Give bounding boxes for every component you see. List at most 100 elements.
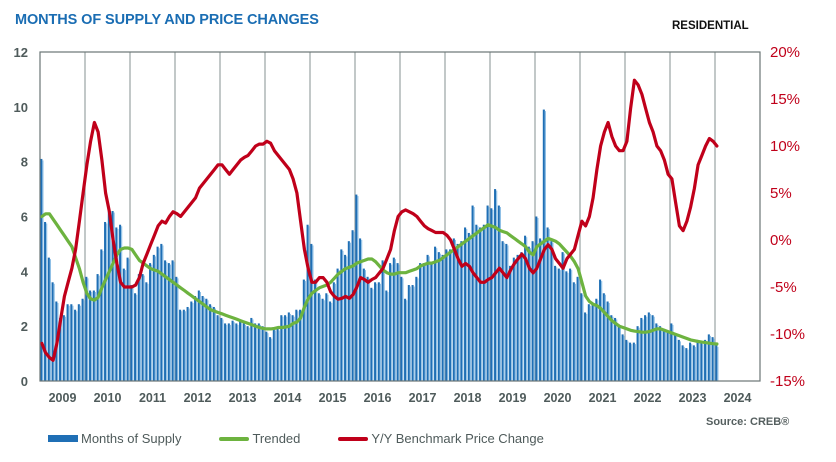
supply-bar xyxy=(149,263,153,381)
supply-bar xyxy=(520,252,524,381)
x-tick-label: 2013 xyxy=(229,391,257,405)
y2-tick-label: 15% xyxy=(770,91,800,108)
supply-bar xyxy=(130,285,134,381)
supply-bar xyxy=(160,243,164,381)
price-change-line xyxy=(40,78,719,362)
x-tick-label: 2022 xyxy=(634,391,662,405)
supply-bar xyxy=(595,298,599,381)
supply-bar xyxy=(74,309,78,381)
legend: Months of Supply Trended Y/Y Benchmark P… xyxy=(48,431,582,446)
supply-bar xyxy=(227,323,231,381)
supply-bar xyxy=(171,260,175,381)
supply-bar xyxy=(141,274,145,381)
plot-frame xyxy=(39,51,761,382)
supply-bar xyxy=(456,243,460,381)
supply-bar xyxy=(359,238,363,381)
supply-bar xyxy=(175,276,179,381)
supply-bar xyxy=(467,232,471,381)
supply-bar xyxy=(265,331,269,381)
supply-bar xyxy=(47,257,51,381)
supply-bar xyxy=(145,282,149,381)
supply-bar xyxy=(550,241,554,381)
supply-bar xyxy=(317,293,321,381)
supply-bar xyxy=(231,320,235,381)
supply-bar xyxy=(392,257,396,381)
supply-bar xyxy=(332,282,336,381)
supply-bar xyxy=(677,339,681,381)
supply-bar xyxy=(610,315,614,381)
supply-bar xyxy=(111,211,115,381)
supply-bar xyxy=(96,274,100,381)
y-tick-label: 12 xyxy=(14,45,28,60)
supply-bar xyxy=(531,241,535,381)
supply-bar xyxy=(527,246,531,381)
supply-bar xyxy=(696,339,700,381)
legend-item-price-change[interactable]: Y/Y Benchmark Price Change xyxy=(338,431,544,446)
supply-bar xyxy=(692,345,696,381)
chart-title: MONTHS OF SUPPLY AND PRICE CHANGES xyxy=(15,12,319,28)
supply-bar xyxy=(321,298,325,381)
y2-tick-label: -5% xyxy=(770,279,797,296)
x-axis-ticks: 2009 2010 2011 2012 2013 2014 2015 2016 2017 2018… xyxy=(49,391,752,405)
supply-bar xyxy=(640,317,644,381)
supply-bar xyxy=(494,189,498,381)
supply-bar xyxy=(325,293,329,381)
supply-bar xyxy=(119,224,123,381)
supply-bar xyxy=(347,241,351,381)
supply-bar xyxy=(411,285,415,381)
y2-tick-label: 0% xyxy=(770,232,792,249)
x-tick-label: 2016 xyxy=(364,391,392,405)
supply-bar xyxy=(104,221,108,381)
supply-bar xyxy=(689,342,693,381)
supply-bar xyxy=(685,348,689,381)
supply-bar xyxy=(250,317,254,381)
supply-bar xyxy=(441,254,445,381)
y2-tick-label: -15% xyxy=(770,373,805,390)
legend-item-months-of-supply[interactable]: Months of Supply xyxy=(48,431,181,446)
supply-bar xyxy=(666,331,670,381)
supply-bars xyxy=(40,109,719,381)
y2-tick-label: 5% xyxy=(770,185,792,202)
supply-bar xyxy=(512,257,516,381)
y-tick-label: 4 xyxy=(21,264,29,279)
trended-line xyxy=(40,212,719,346)
supply-bar xyxy=(205,298,209,381)
y-tick-label: 8 xyxy=(21,155,28,170)
supply-bar xyxy=(220,317,224,381)
supply-bar xyxy=(366,276,370,381)
x-tick-label: 2024 xyxy=(724,391,752,405)
supply-bar xyxy=(576,276,580,381)
supply-bar xyxy=(276,328,280,381)
supply-bar xyxy=(700,342,704,381)
supply-bar xyxy=(539,238,543,381)
legend-swatch-line xyxy=(219,436,250,441)
supply-bar xyxy=(340,249,344,381)
supply-bar xyxy=(167,263,171,381)
gridlines xyxy=(84,52,716,381)
supply-bar xyxy=(284,315,288,381)
supply-bar xyxy=(254,323,258,381)
supply-bar xyxy=(561,252,565,381)
supply-bar xyxy=(475,224,479,381)
legend-swatch-bar xyxy=(48,435,78,442)
x-tick-label: 2012 xyxy=(184,391,212,405)
supply-bar xyxy=(599,279,603,381)
supply-bar xyxy=(164,260,168,381)
supply-bar xyxy=(460,241,464,381)
supply-bar xyxy=(704,339,708,381)
supply-bar xyxy=(670,323,674,381)
supply-bar xyxy=(711,337,715,381)
supply-bar xyxy=(179,309,183,381)
supply-bar xyxy=(134,293,138,381)
supply-bar xyxy=(329,301,333,381)
supply-bar xyxy=(404,298,408,381)
source-note: Source: CREB® xyxy=(706,416,790,428)
supply-bar xyxy=(194,296,198,381)
legend-label: Months of Supply xyxy=(81,431,182,446)
supply-bar xyxy=(400,276,404,381)
supply-bar xyxy=(449,249,453,381)
legend-item-trended[interactable]: Trended xyxy=(219,431,300,446)
x-tick-label: 2023 xyxy=(679,391,707,405)
supply-bar xyxy=(557,268,561,381)
